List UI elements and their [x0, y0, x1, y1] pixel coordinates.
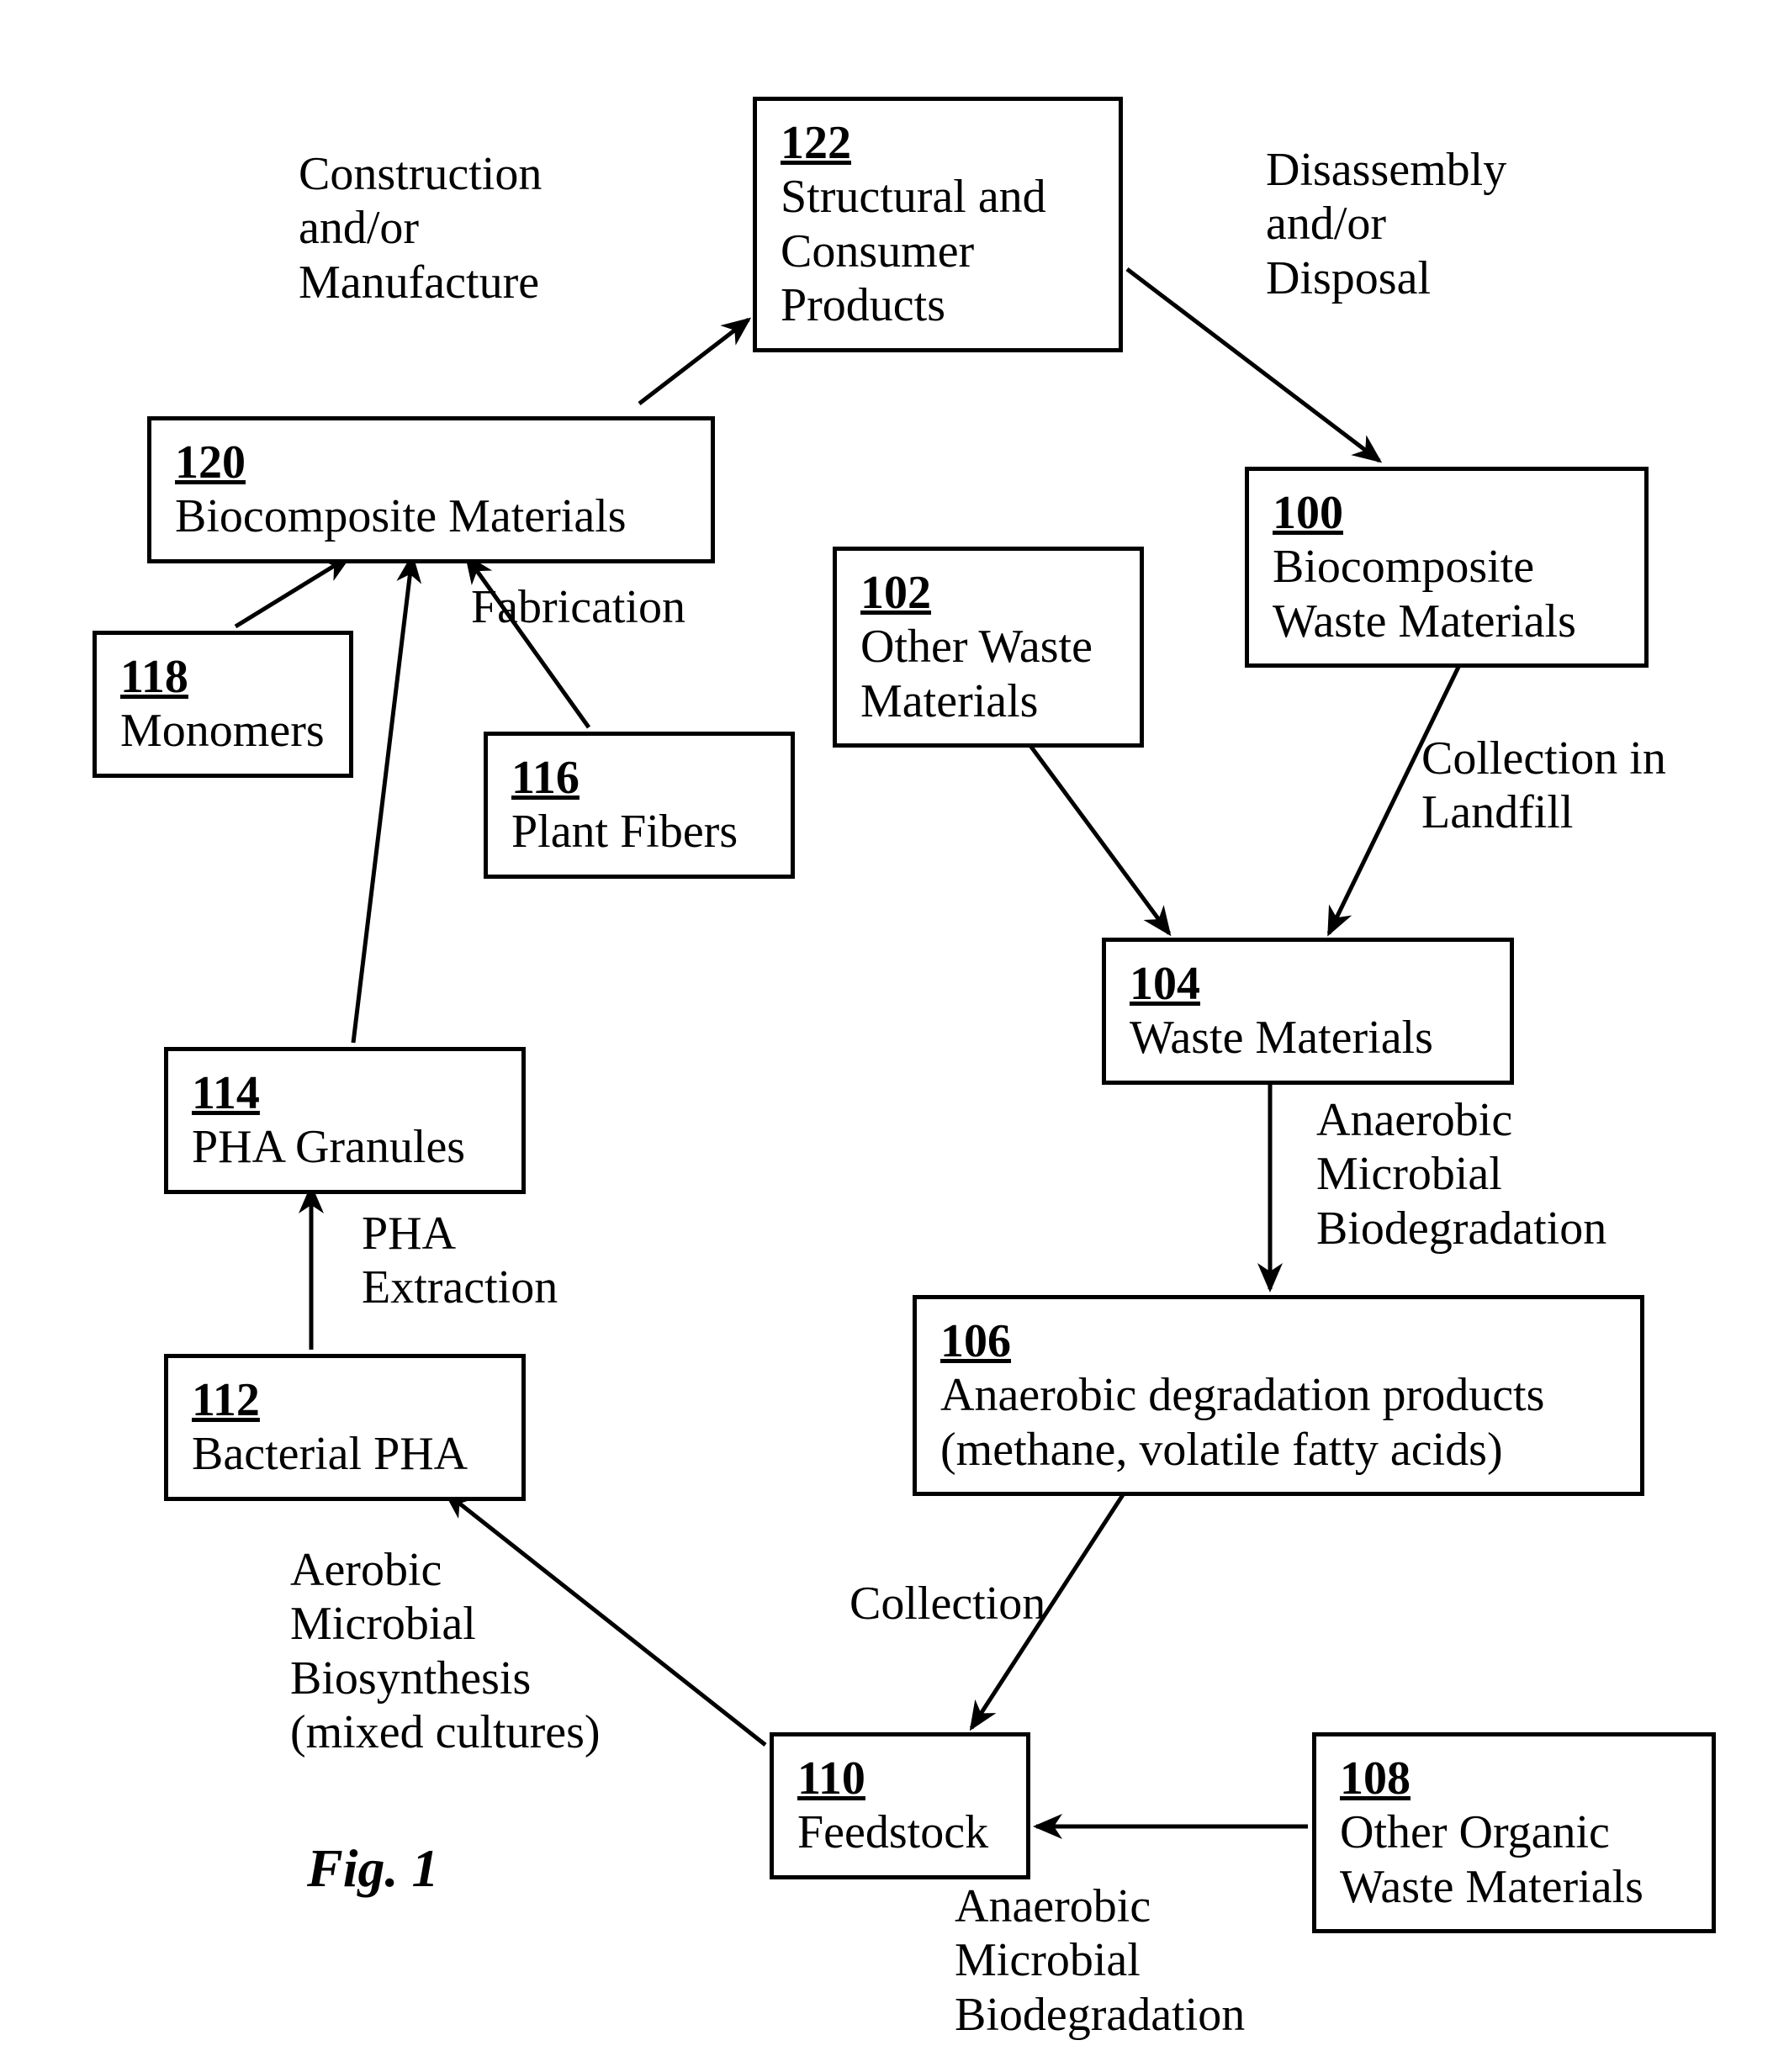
figure-label: Fig. 1	[307, 1837, 438, 1900]
edge-label-fabrication: Fabrication	[471, 580, 685, 634]
node-biocomposite-waste-materials: 100 Biocomposite Waste Materials	[1245, 467, 1649, 668]
edge-label-pha-extraction: PHA Extraction	[362, 1207, 558, 1315]
node-label: Other Organic Waste Materials	[1340, 1805, 1688, 1914]
e-118-120	[236, 557, 349, 626]
node-label: Monomers	[120, 704, 326, 758]
diagram-canvas: 122 Structural and Consumer Products 100…	[0, 0, 1789, 2072]
node-plant-fibers: 116 Plant Fibers	[484, 732, 795, 879]
node-structural-consumer-products: 122 Structural and Consumer Products	[753, 97, 1123, 352]
edge-label-aerobic-biosynthesis: Aerobic Microbial Biosynthesis (mixed cu…	[290, 1543, 601, 1760]
node-number: 108	[1340, 1752, 1688, 1805]
e-102-104	[1026, 740, 1169, 933]
node-biocomposite-materials: 120 Biocomposite Materials	[147, 416, 715, 563]
node-number: 102	[860, 566, 1116, 620]
node-label: Bacterial PHA	[192, 1427, 498, 1481]
node-pha-granules: 114 PHA Granules	[164, 1047, 526, 1194]
edge-label-construction: Construction and/or Manufacture	[299, 147, 542, 309]
node-number: 110	[797, 1752, 1003, 1805]
node-number: 106	[940, 1314, 1617, 1368]
node-other-organic-waste-materials: 108 Other Organic Waste Materials	[1312, 1732, 1716, 1933]
node-waste-materials: 104 Waste Materials	[1102, 938, 1514, 1085]
node-other-waste-materials: 102 Other Waste Materials	[833, 547, 1144, 748]
node-number: 114	[192, 1066, 498, 1120]
edge-label-anaerobic-biodegradation-1: Anaerobic Microbial Biodegradation	[1316, 1093, 1606, 1255]
node-label: Anaerobic degradation products (methane,…	[940, 1368, 1617, 1477]
node-label: Other Waste Materials	[860, 620, 1116, 728]
node-bacterial-pha: 112 Bacterial PHA	[164, 1354, 526, 1501]
edge-label-anaerobic-biodegradation-2: Anaerobic Microbial Biodegradation	[955, 1879, 1245, 2042]
node-label: Waste Materials	[1130, 1011, 1486, 1065]
node-label: Feedstock	[797, 1805, 1003, 1859]
node-label: Biocomposite Materials	[175, 489, 687, 543]
node-label: Structural and Consumer Products	[781, 170, 1095, 332]
node-number: 100	[1273, 486, 1621, 540]
node-label: Plant Fibers	[511, 805, 767, 859]
node-number: 118	[120, 650, 326, 704]
node-anaerobic-degradation-products: 106 Anaerobic degradation products (meth…	[913, 1295, 1644, 1496]
node-label: PHA Granules	[192, 1120, 498, 1174]
node-number: 112	[192, 1373, 498, 1427]
edge-label-disassembly: Disassembly and/or Disposal	[1266, 143, 1506, 305]
node-number: 122	[781, 116, 1095, 170]
edge-label-collection-landfill: Collection in Landfill	[1421, 732, 1666, 840]
node-feedstock: 110 Feedstock	[770, 1732, 1030, 1879]
node-label: Biocomposite Waste Materials	[1273, 540, 1621, 648]
e-114-120	[353, 557, 412, 1043]
node-number: 104	[1130, 957, 1486, 1011]
node-number: 116	[511, 751, 767, 805]
e-120-122	[639, 320, 749, 404]
node-monomers: 118 Monomers	[93, 631, 353, 778]
edge-label-collection: Collection	[850, 1577, 1045, 1631]
node-number: 120	[175, 436, 687, 489]
